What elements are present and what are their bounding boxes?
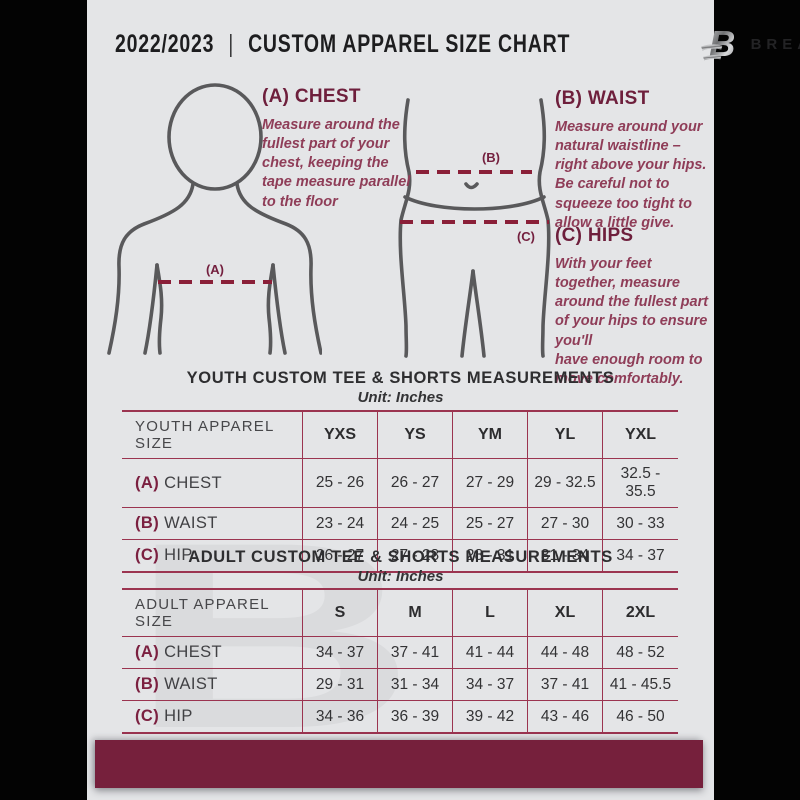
adult-hip-s: 34 - 36: [303, 701, 378, 732]
youth-hip-ym: 28 - 31: [453, 540, 528, 571]
row-label: WAIST: [164, 514, 218, 532]
youth-chest-yxs: 25 - 26: [303, 459, 378, 507]
adult-size-table: ADULT APPAREL SIZE S M L XL 2XL (A) CHES…: [122, 588, 678, 734]
youth-chest-yxl: 32.5 - 35.5: [620, 465, 661, 500]
youth-waist-row: (B) WAIST 23 - 24 24 - 25 25 - 27 27 - 3…: [122, 507, 678, 539]
adult-header-xl: XL: [528, 590, 603, 636]
youth-hip-ys: 27 - 28: [378, 540, 453, 571]
adult-chest-m: 37 - 41: [378, 637, 453, 668]
adult-waist-row: (B) WAIST 29 - 31 31 - 34 34 - 37 37 - 4…: [122, 668, 678, 700]
youth-hip-yxl: 34 - 37: [616, 546, 665, 564]
youth-table-unit: Unit: Inches: [357, 389, 444, 406]
adult-header-size: ADULT APPAREL SIZE: [122, 590, 303, 636]
adult-header-2xl: 2XL: [625, 604, 656, 621]
row-prefix: (B): [135, 514, 160, 532]
adult-chest-2xl: 48 - 52: [616, 643, 665, 661]
adult-waist-s: 29 - 31: [303, 669, 378, 700]
adult-waist-2xl: 41 - 45.5: [609, 675, 672, 693]
header-separator: |: [228, 29, 235, 58]
row-prefix: (A): [135, 643, 160, 661]
waist-description: Measure around your natural waistline – …: [555, 119, 707, 231]
adult-hip-l: 39 - 42: [453, 701, 528, 732]
footer-bar: [95, 740, 703, 788]
youth-chest-row: (A) CHEST 25 - 26 26 - 27 27 - 29 29 - 3…: [122, 458, 678, 507]
youth-waist-ym: 25 - 27: [453, 508, 528, 539]
youth-header-yxs: YXS: [303, 412, 378, 458]
adult-waist-m: 31 - 34: [378, 669, 453, 700]
hips-description: With your feet together, measure around …: [555, 256, 709, 387]
youth-chest-ym: 27 - 29: [453, 459, 528, 507]
chest-description: Measure around the fullest part of your …: [262, 117, 411, 210]
row-label: HIP: [164, 707, 193, 725]
adult-chest-xl: 44 - 48: [528, 637, 603, 668]
row-prefix: (C): [135, 707, 160, 725]
youth-table-title: YOUTH CUSTOM TEE & SHORTS MEASUREMENTS: [186, 369, 615, 387]
youth-header-ys: YS: [378, 412, 453, 458]
hips-line-label: (C): [517, 229, 535, 244]
size-chart-page: 2022/2023 | CUSTOM APPAREL SIZE CHART B: [87, 0, 800, 800]
youth-header-yl: YL: [528, 412, 603, 458]
youth-chest-ys: 26 - 27: [378, 459, 453, 507]
youth-waist-yl: 27 - 30: [528, 508, 603, 539]
header-title-text: CUSTOM APPAREL SIZE CHART: [248, 29, 571, 58]
adult-chest-l: 41 - 44: [453, 637, 528, 668]
youth-hip-row: (C) HIP 26 - 27 27 - 28 28 - 31 31 - 34 …: [122, 539, 678, 571]
youth-table-header-row: YOUTH APPAREL SIZE YXS YS YM YL YXL: [122, 412, 678, 458]
chest-diagram: (A): [107, 83, 322, 355]
page-title: 2022/2023 | CUSTOM APPAREL SIZE CHART: [115, 30, 570, 59]
adult-table-unit: Unit: Inches: [357, 568, 444, 585]
waist-heading: (B) WAIST: [555, 88, 650, 109]
waist-instructions: (B) WAIST Measure around your natural wa…: [555, 88, 707, 233]
youth-waist-yxl: 30 - 33: [616, 514, 665, 532]
row-label: CHEST: [164, 473, 223, 492]
adult-hip-xl: 43 - 46: [528, 701, 603, 732]
row-label: WAIST: [164, 675, 218, 693]
row-label: CHEST: [164, 643, 223, 661]
youth-chest-yl: 29 - 32.5: [528, 459, 603, 507]
header-year: 2022/2023: [115, 29, 215, 58]
youth-size-table: YOUTH APPAREL SIZE YXS YS YM YL YXL (A) …: [122, 410, 678, 573]
adult-hip-2xl: 46 - 50: [616, 707, 665, 725]
row-prefix: (C): [135, 546, 160, 564]
youth-waist-yxs: 23 - 24: [303, 508, 378, 539]
brand-lockup: B BREAKAWAY: [699, 24, 800, 64]
youth-hip-yxs: 26 - 27: [303, 540, 378, 571]
hips-heading: (C) HIPS: [555, 225, 634, 246]
chest-line-label: (A): [206, 262, 224, 277]
hips-instructions: (C) HIPS With your feet together, measur…: [555, 225, 713, 389]
youth-header-size: YOUTH APPAREL SIZE: [122, 412, 303, 458]
adult-waist-xl: 37 - 41: [528, 669, 603, 700]
row-prefix: (A): [135, 473, 160, 492]
adult-hip-row: (C) HIP 34 - 36 36 - 39 39 - 42 43 - 46 …: [122, 700, 678, 732]
adult-table-header-row: ADULT APPAREL SIZE S M L XL 2XL: [122, 590, 678, 636]
row-prefix: (B): [135, 675, 160, 693]
adult-header-l: L: [453, 590, 528, 636]
adult-chest-s: 34 - 37: [303, 637, 378, 668]
row-label: HIP: [164, 546, 193, 564]
page-header: 2022/2023 | CUSTOM APPAREL SIZE CHART B: [115, 24, 800, 64]
youth-hip-yl: 31 - 34: [528, 540, 603, 571]
breakaway-logo-icon: B: [700, 24, 735, 64]
adult-header-m: M: [378, 590, 453, 636]
chest-instructions: (A) CHEST Measure around the fullest par…: [262, 86, 412, 212]
adult-header-s: S: [303, 590, 378, 636]
chest-heading: (A) CHEST: [262, 86, 361, 107]
waist-line-label: (B): [482, 150, 500, 165]
youth-header-yxl: YXL: [624, 426, 657, 443]
youth-header-ym: YM: [453, 412, 528, 458]
adult-waist-l: 34 - 37: [453, 669, 528, 700]
brand-name: BREAKAWAY: [750, 35, 800, 53]
adult-table-title: ADULT CUSTOM TEE & SHORTS MEASUREMENTS: [188, 548, 613, 566]
adult-hip-m: 36 - 39: [378, 701, 453, 732]
waist-hips-diagram: (B) (C): [398, 98, 551, 358]
youth-waist-ys: 24 - 25: [378, 508, 453, 539]
adult-chest-row: (A) CHEST 34 - 37 37 - 41 41 - 44 44 - 4…: [122, 636, 678, 668]
